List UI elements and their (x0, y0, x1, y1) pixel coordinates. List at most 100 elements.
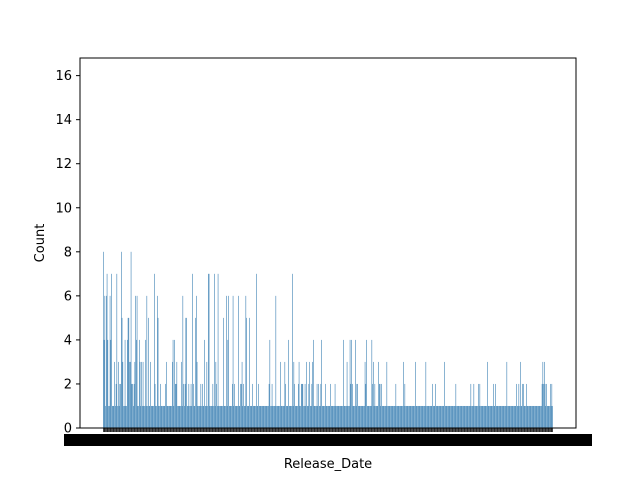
bar (432, 383, 433, 428)
bar (215, 361, 217, 428)
bar (511, 405, 513, 428)
bar (446, 405, 448, 428)
bar (385, 405, 386, 428)
bar (259, 405, 260, 428)
bar (309, 361, 310, 428)
bar (514, 405, 516, 428)
bar (409, 405, 411, 428)
bar (360, 405, 361, 428)
bar (376, 405, 378, 428)
bar (529, 405, 531, 428)
bar (276, 405, 277, 428)
bar (370, 405, 372, 428)
bar (538, 405, 540, 428)
bar (158, 405, 160, 428)
bar (436, 405, 437, 428)
bar (422, 405, 424, 428)
bar (197, 405, 199, 428)
bar (468, 405, 469, 428)
bar (356, 383, 358, 428)
bar (233, 405, 235, 428)
bar (244, 405, 245, 428)
bar (187, 405, 188, 428)
y-axis-label: Count (33, 224, 48, 263)
bar (202, 383, 203, 428)
bar (153, 405, 154, 428)
bar (357, 383, 358, 428)
bar (182, 295, 184, 428)
bar (380, 405, 382, 428)
bar (244, 405, 246, 428)
bar (328, 405, 330, 428)
y-tick-label: 12 (55, 157, 72, 172)
bar (104, 295, 106, 428)
bar (211, 405, 213, 428)
bar (130, 361, 131, 428)
bar (160, 405, 162, 428)
bar (338, 405, 340, 428)
bar (103, 339, 105, 428)
bar (170, 405, 172, 428)
bar (322, 405, 324, 428)
bar (420, 405, 421, 428)
bar (310, 405, 312, 428)
bar (126, 405, 127, 428)
bar (331, 405, 333, 428)
bar (283, 405, 284, 428)
bar (295, 405, 296, 428)
bar (141, 361, 142, 428)
bar (330, 383, 331, 428)
bar (235, 405, 236, 428)
bar (246, 317, 247, 428)
bar (151, 405, 152, 428)
bar (485, 405, 487, 428)
bar (313, 405, 315, 428)
bar (185, 317, 187, 428)
bar (144, 405, 145, 428)
bar (316, 383, 318, 428)
bar (304, 383, 306, 428)
bar (487, 405, 489, 428)
bar (195, 317, 196, 428)
bar (130, 251, 132, 428)
bar (326, 405, 328, 428)
bar (307, 405, 308, 428)
bar (245, 295, 247, 428)
bar (537, 405, 538, 428)
bar (234, 383, 235, 428)
bar (441, 405, 442, 428)
bar (403, 361, 404, 428)
bar (494, 405, 496, 428)
bar (417, 405, 418, 428)
bar (105, 405, 106, 428)
bar (499, 405, 501, 428)
bar (546, 383, 547, 428)
bar (312, 361, 313, 428)
bar (190, 383, 192, 428)
bar (115, 405, 116, 428)
bar (459, 405, 460, 428)
bar (129, 361, 130, 428)
bar (497, 405, 499, 428)
bar (350, 383, 352, 428)
bar (236, 405, 238, 428)
bar (223, 317, 224, 428)
bar (221, 405, 223, 428)
bar (250, 405, 252, 428)
bar (544, 383, 546, 428)
bar (218, 405, 220, 428)
bar (523, 405, 525, 428)
bar (143, 405, 145, 428)
bar (418, 405, 419, 428)
bar (200, 383, 202, 428)
bar (116, 273, 118, 428)
bar (181, 361, 182, 428)
bar (146, 295, 148, 428)
bar (229, 405, 230, 428)
bar (522, 383, 523, 428)
bar (549, 405, 550, 428)
bar (424, 405, 426, 428)
bar (167, 405, 169, 428)
bar (271, 383, 273, 428)
bar (359, 405, 361, 428)
